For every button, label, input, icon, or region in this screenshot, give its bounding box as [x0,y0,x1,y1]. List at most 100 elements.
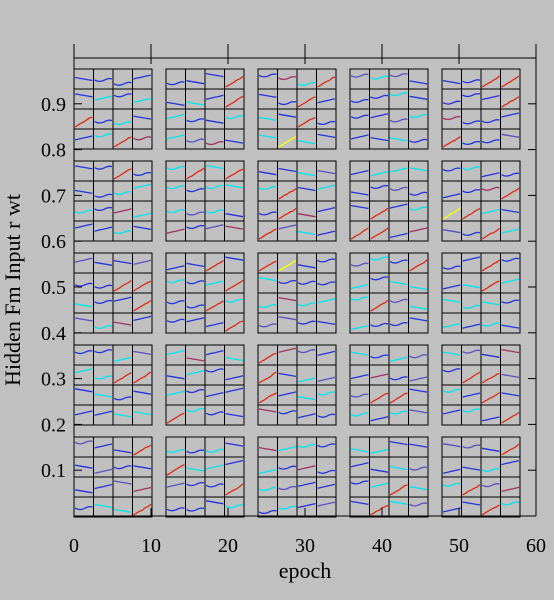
weight-trajectory [462,484,481,496]
weight-trajectory [94,299,113,305]
weight-trajectory [133,300,152,312]
weight-trajectory [278,485,297,491]
weight-trajectory [501,348,520,354]
weight-trajectory [74,368,93,374]
weight-trajectory [166,185,185,190]
weight-trajectory [225,279,244,292]
weight-trajectory [113,449,132,454]
weight-trajectory [186,388,205,394]
weight-trajectory [205,500,224,505]
weight-trajectory [462,140,481,146]
weight-trajectory [297,502,316,509]
weight-trajectory [297,413,316,419]
weight-trajectory [225,213,244,218]
weight-trajectory [317,206,336,213]
weight-trajectory [166,412,185,424]
weight-trajectory [350,283,369,290]
weight-trajectory [370,416,389,422]
weight-trajectory [205,411,224,416]
weight-trajectory [166,81,185,86]
weight-trajectory [409,285,428,291]
weight-trajectory [442,298,461,304]
y-tick-label: 0.6 [41,231,66,253]
weight-trajectory [389,137,408,142]
weight-trajectory [205,224,224,230]
weight-trajectory [389,356,408,362]
y-tick-label: 0.8 [41,140,66,162]
weight-trajectory [370,207,389,220]
weight-trajectory [409,502,428,507]
y-tick-label: 0.5 [41,277,66,299]
weight-trajectory [442,443,461,448]
weight-trajectory [350,448,369,453]
weight-trajectory [462,444,481,449]
weight-trajectory [350,296,369,301]
weight-trajectory [166,390,185,396]
weight-panel [441,68,521,150]
weight-trajectory [133,390,152,395]
weight-trajectory [409,409,428,414]
weight-trajectory [186,262,205,268]
weight-trajectory [370,94,389,99]
weight-trajectory [94,206,113,212]
weight-trajectory [317,298,336,304]
weight-trajectory [462,371,481,384]
weight-panel [349,160,429,242]
weight-trajectory [350,191,369,196]
x-tick-label: 0 [69,535,79,557]
weight-trajectory [186,370,205,376]
weight-trajectory [278,100,297,106]
weight-trajectory [442,482,461,487]
weight-trajectory [205,259,224,272]
weight-trajectory [501,443,520,456]
weight-trajectory [389,232,408,239]
weight-trajectory [317,413,336,418]
weight-trajectory [74,350,93,355]
weight-trajectory [94,261,113,266]
weight-trajectory [258,303,277,309]
weight-trajectory [442,207,461,220]
weight-trajectory [370,392,389,404]
weight-trajectory [186,481,205,487]
weight-trajectory [317,133,336,139]
weight-trajectory [462,188,481,194]
weight-trajectory [297,465,316,471]
weight-trajectory [94,349,113,354]
weight-panel [349,68,429,150]
weight-trajectory [462,166,481,171]
weight-trajectory [94,193,113,198]
weight-panel [257,160,337,242]
weight-trajectory [442,79,461,85]
weight-trajectory [186,80,205,85]
weight-trajectory [501,392,520,397]
weight-trajectory [409,95,428,100]
weight-trajectory [481,447,500,452]
weight-trajectory [370,113,389,119]
weight-trajectory [205,209,224,214]
weight-trajectory [409,443,428,448]
weight-panel [349,252,429,334]
weight-panel [73,160,153,242]
weight-trajectory [481,94,500,101]
weight-panel [165,436,245,518]
weight-trajectory [113,480,132,485]
weight-trajectory [370,171,389,177]
weight-trajectory [133,444,152,456]
weight-trajectory [350,227,369,240]
weight-trajectory [166,300,185,305]
weight-trajectory [113,208,132,214]
weight-trajectory [462,304,481,309]
weight-trajectory [205,72,224,78]
weight-trajectory [186,467,205,472]
weight-trajectory [409,227,428,233]
weight-trajectory [442,388,461,393]
weight-panel [349,436,429,518]
weight-trajectory [278,296,297,302]
weight-trajectory [317,320,336,326]
weight-trajectory [113,465,132,470]
weight-trajectory [442,136,461,148]
weight-trajectory [481,416,500,422]
weight-trajectory [133,97,152,104]
weight-trajectory [501,278,520,284]
